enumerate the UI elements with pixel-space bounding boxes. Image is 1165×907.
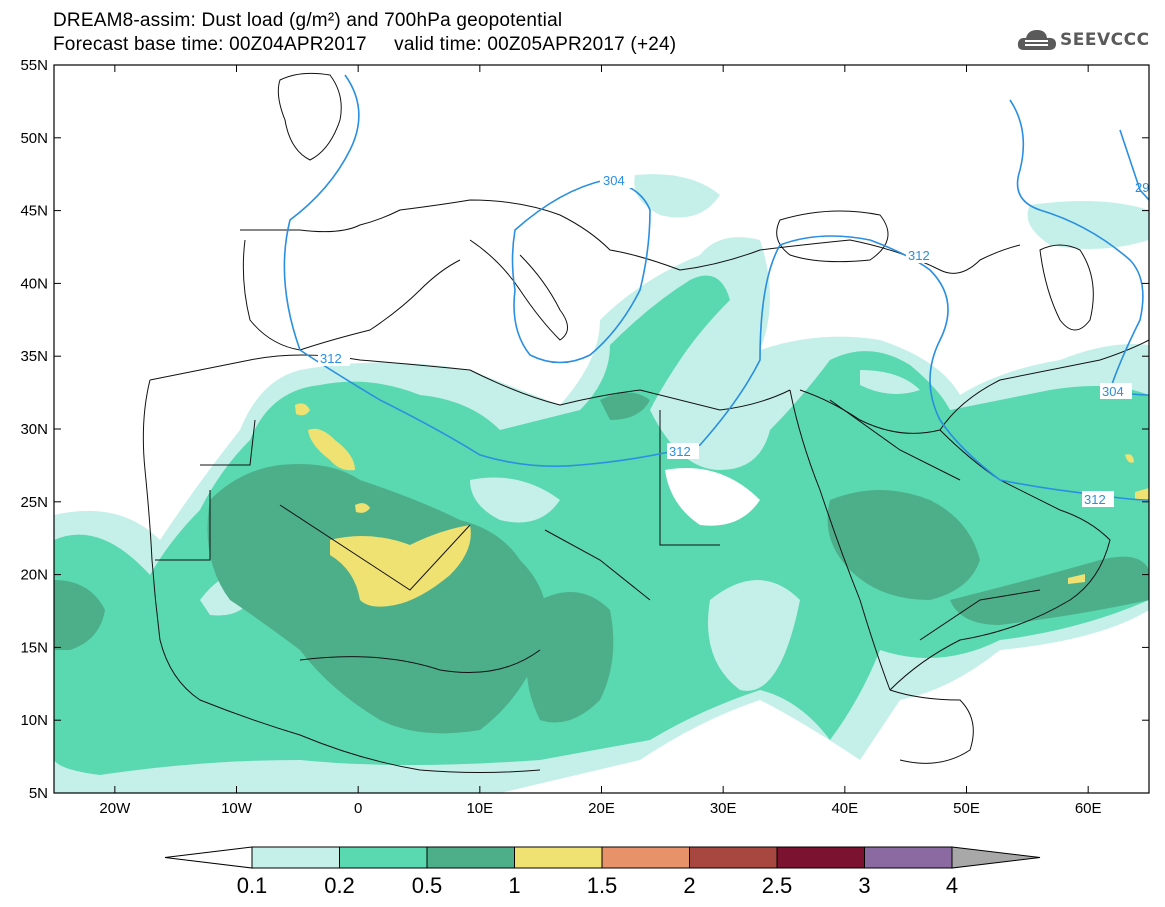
colorbar-label: 4 xyxy=(946,873,958,898)
dust-field-1.0-d xyxy=(355,503,370,513)
coast-africa-north xyxy=(149,354,791,411)
coast-horn xyxy=(889,689,974,764)
dust-field-1.0-c xyxy=(295,403,310,416)
coast-iberia xyxy=(242,239,461,351)
dust-field-0.5-arabia xyxy=(827,490,980,600)
contour-label: 312 xyxy=(908,248,930,263)
lat-tick-label: 40N xyxy=(20,275,48,292)
lat-tick-label: 25N xyxy=(20,494,48,511)
colorbar-label: 2.5 xyxy=(762,873,793,898)
cloud-icon xyxy=(1017,30,1056,50)
colorbar-segment xyxy=(864,846,953,869)
dust-hole-3 xyxy=(665,468,760,526)
lon-tick-label: 30E xyxy=(710,800,737,817)
lon-tick-label: 60E xyxy=(1075,800,1102,817)
colorbar-label: 2 xyxy=(683,873,695,898)
contour-label: 304 xyxy=(603,173,625,188)
border-saudi xyxy=(829,399,961,481)
coast-redsea xyxy=(789,389,891,691)
coast-blacksea xyxy=(776,210,889,263)
lon-tick-label: 20W xyxy=(99,800,131,817)
contour-label: 312 xyxy=(669,444,691,459)
contour-label: 312 xyxy=(320,351,342,366)
dust-shading xyxy=(54,174,1149,793)
dust-field-1.0 xyxy=(330,525,471,607)
lon-tick-label: 50E xyxy=(953,800,980,817)
colorbar-label: 3 xyxy=(858,873,870,898)
coastlines xyxy=(142,72,1149,773)
lat-tick-label: 45N xyxy=(20,203,48,220)
border-sahel xyxy=(299,649,541,673)
coast-italy xyxy=(469,239,568,341)
dust-field-1.0-f xyxy=(1135,488,1149,500)
contour-29x xyxy=(1119,129,1149,201)
coast-europe xyxy=(239,199,1021,274)
coast-caspian xyxy=(1039,244,1094,331)
lon-tick-label: 40E xyxy=(831,800,858,817)
lat-tick-label: 10N xyxy=(20,712,48,729)
dust-field-1.0-e xyxy=(1125,454,1134,463)
dust-field-0.1-c xyxy=(1027,201,1149,249)
coast-africa-west xyxy=(142,379,541,773)
dust-field-0.5-sahel xyxy=(526,592,614,723)
border-chad xyxy=(544,529,651,601)
border-sahara-1 xyxy=(200,419,256,466)
lat-tick-label: 55N xyxy=(20,57,48,74)
dust-field-0.5-west xyxy=(54,580,105,650)
colorbar-segment xyxy=(601,846,690,869)
lat-tick-label: 50N xyxy=(20,130,48,147)
lat-tick-label: 30N xyxy=(20,421,48,438)
dust-field-0.5-med xyxy=(600,392,650,420)
dust-hole-5 xyxy=(860,370,920,394)
colorbar-segment xyxy=(776,846,865,869)
colorbar-segment xyxy=(514,846,603,869)
lat-tick-label: 20N xyxy=(20,567,48,584)
dust-hole-2 xyxy=(470,477,560,523)
coast-uk xyxy=(277,72,342,161)
colorbar-label: 0.5 xyxy=(412,873,443,898)
lon-tick-label: 10E xyxy=(466,800,493,817)
dust-hole-4 xyxy=(708,580,800,691)
logo-text: SEEVCCC xyxy=(1060,30,1150,50)
contour-label: 29 xyxy=(1135,180,1149,195)
lat-tick-label: 5N xyxy=(29,785,48,802)
colorbar-label: 1.5 xyxy=(587,873,618,898)
lat-tick-label: 15N xyxy=(20,639,48,656)
longitude-axis: 20W 10W 0 10E 20E 30E 40E 50E 60E xyxy=(99,65,1102,817)
lon-tick-label: 0 xyxy=(354,800,362,817)
colorbar-label: 1 xyxy=(508,873,520,898)
dust-field-1.0-b xyxy=(308,428,355,471)
dust-field-1.0-g xyxy=(1068,574,1085,584)
coast-iran xyxy=(939,339,1149,431)
lon-tick-label: 20E xyxy=(588,800,615,817)
border-libya-egypt xyxy=(659,410,720,546)
colorbar-label: 0.1 xyxy=(237,873,268,898)
colorbar-under-arrow xyxy=(164,846,253,869)
map-title: DREAM8-assim: Dust load (g/m²) and 700hP… xyxy=(53,10,563,31)
contour-labels: 304 312 312 312 304 312 29 xyxy=(318,172,1149,507)
border-sahara-3 xyxy=(155,490,211,561)
border-yemen xyxy=(919,589,1041,641)
contour-label: 304 xyxy=(1102,384,1124,399)
colorbar-segment xyxy=(689,846,778,869)
colorbar-segment xyxy=(426,846,515,869)
coast-arabia xyxy=(799,389,1111,691)
contour-304-west xyxy=(283,74,1149,501)
lat-tick-label: 35N xyxy=(20,348,48,365)
colorbar-segment xyxy=(251,846,340,869)
seevccc-logo: SEEVCCC xyxy=(1016,26,1156,60)
colorbar-segment xyxy=(339,846,428,869)
contour-label: 312 xyxy=(1084,492,1106,507)
dust-field-0.5-oman xyxy=(950,556,1149,625)
border-sahara-2 xyxy=(279,504,471,591)
forecast-time-line: Forecast base time: 00Z04APR2017 valid t… xyxy=(53,34,677,55)
colorbar-label: 0.2 xyxy=(324,873,355,898)
dust-field-0.1-b xyxy=(634,174,720,218)
lon-tick-label: 10W xyxy=(221,800,253,817)
colorbar: 0.1 0.2 0.5 1 1.5 2 2.5 3 4 xyxy=(164,846,1041,898)
latitude-axis: 55N 50N 45N 40N 35N 30N 25N 20N 15N 10N 5N xyxy=(20,57,1149,802)
colorbar-over-arrow xyxy=(951,846,1041,869)
